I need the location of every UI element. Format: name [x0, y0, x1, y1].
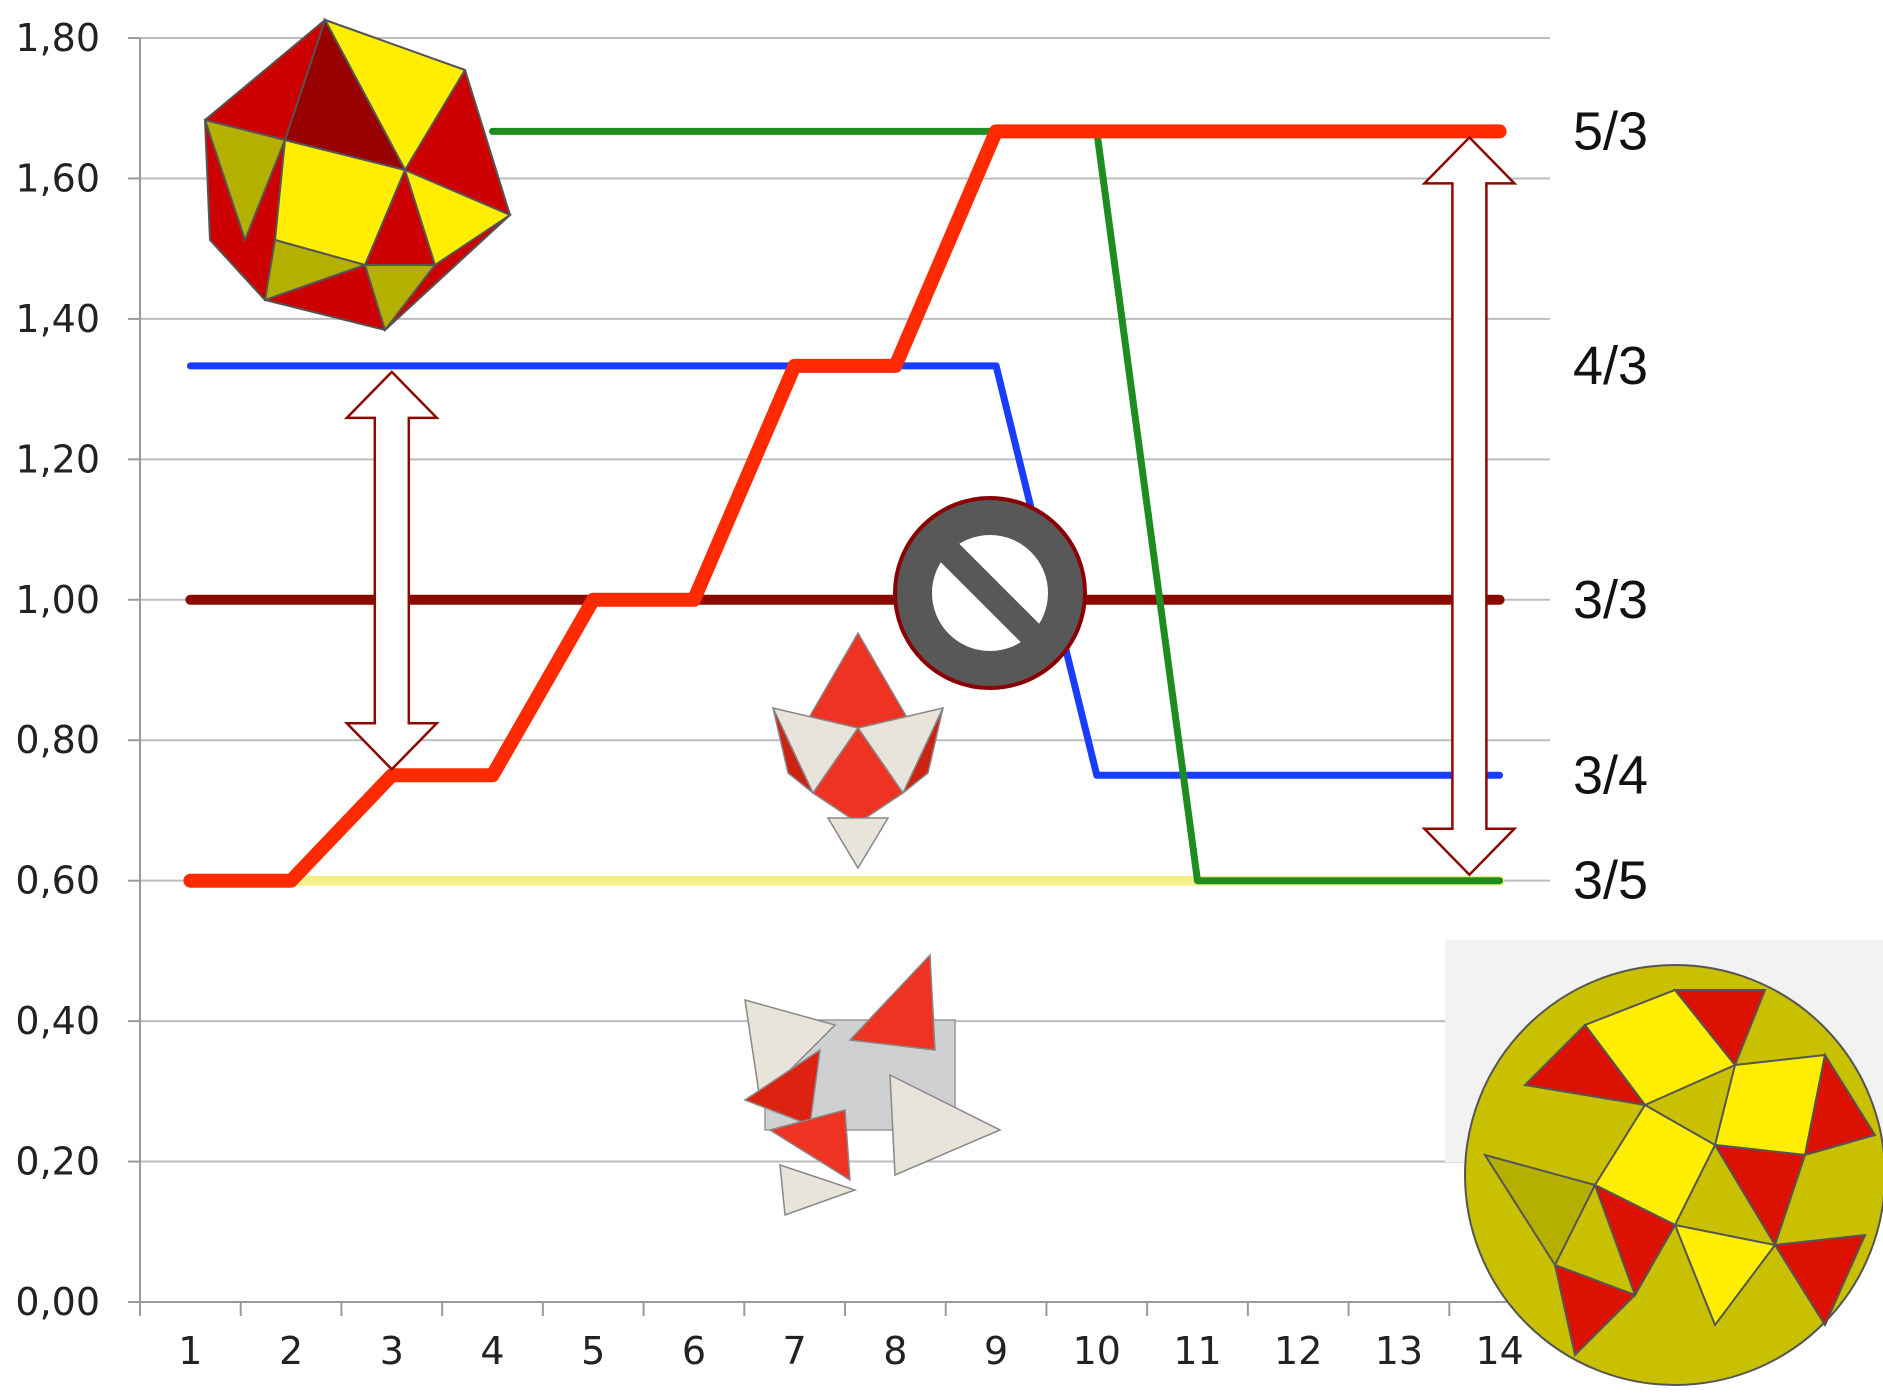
ratio-label: 3/4 — [1573, 745, 1648, 805]
ratio-label: 3/5 — [1573, 851, 1648, 911]
y-tick-label: 1,20 — [15, 437, 100, 481]
y-tick-label: 0,20 — [15, 1140, 100, 1184]
y-tick-label: 0,60 — [15, 859, 100, 903]
tetrahedra-compound-icon — [743, 953, 1002, 1217]
x-tick-label: 10 — [1073, 1329, 1121, 1373]
x-tick-label: 9 — [984, 1329, 1008, 1373]
x-tick-label: 12 — [1274, 1329, 1322, 1373]
double-arrow — [1421, 135, 1518, 877]
x-tick-label: 14 — [1475, 1329, 1523, 1373]
ratio-label: 5/3 — [1573, 101, 1648, 161]
y-tick-labels: 0,00 0,20 0,40 0,60 0,80 1,00 1,20 1,40 1,60 1,80 — [15, 16, 100, 1324]
octahedron-cube-compound-icon — [203, 17, 513, 333]
x-tick-label: 3 — [380, 1329, 404, 1373]
axes — [128, 37, 1551, 1316]
ratio-label: 4/3 — [1573, 336, 1648, 396]
x-tick-labels: 1 2 3 4 5 6 7 8 9 10 11 12 13 14 — [178, 1329, 1524, 1373]
series-line — [183, 124, 1507, 888]
x-tick-label: 1 — [178, 1329, 202, 1373]
x-tick-label: 2 — [279, 1329, 303, 1373]
x-tick-label: 4 — [480, 1329, 504, 1373]
stella-octangula-icon — [771, 631, 945, 870]
double-arrow — [343, 370, 440, 772]
ratio-label: 3/3 — [1573, 570, 1648, 630]
y-tick-label: 0,80 — [15, 718, 100, 762]
x-tick-label: 5 — [581, 1329, 605, 1373]
y-tick-label: 0,00 — [15, 1280, 100, 1324]
x-tick-label: 7 — [783, 1329, 807, 1373]
ratio-labels: 5/3 4/3 3/3 3/4 3/5 — [1573, 101, 1648, 910]
x-tick-label: 13 — [1375, 1329, 1423, 1373]
x-tick-label: 6 — [682, 1329, 706, 1373]
snub-cube-polyhedron-icon — [1445, 940, 1883, 1386]
y-tick-label: 1,40 — [15, 297, 100, 341]
y-tick-label: 1,60 — [15, 156, 100, 200]
y-tick-label: 1,00 — [15, 578, 100, 622]
double-arrows — [343, 135, 1518, 877]
y-tick-label: 0,40 — [15, 999, 100, 1043]
x-tick-label: 8 — [883, 1329, 907, 1373]
prohibited-icon — [893, 496, 1087, 690]
y-tick-label: 1,80 — [15, 16, 100, 60]
x-tick-label: 11 — [1173, 1329, 1221, 1373]
